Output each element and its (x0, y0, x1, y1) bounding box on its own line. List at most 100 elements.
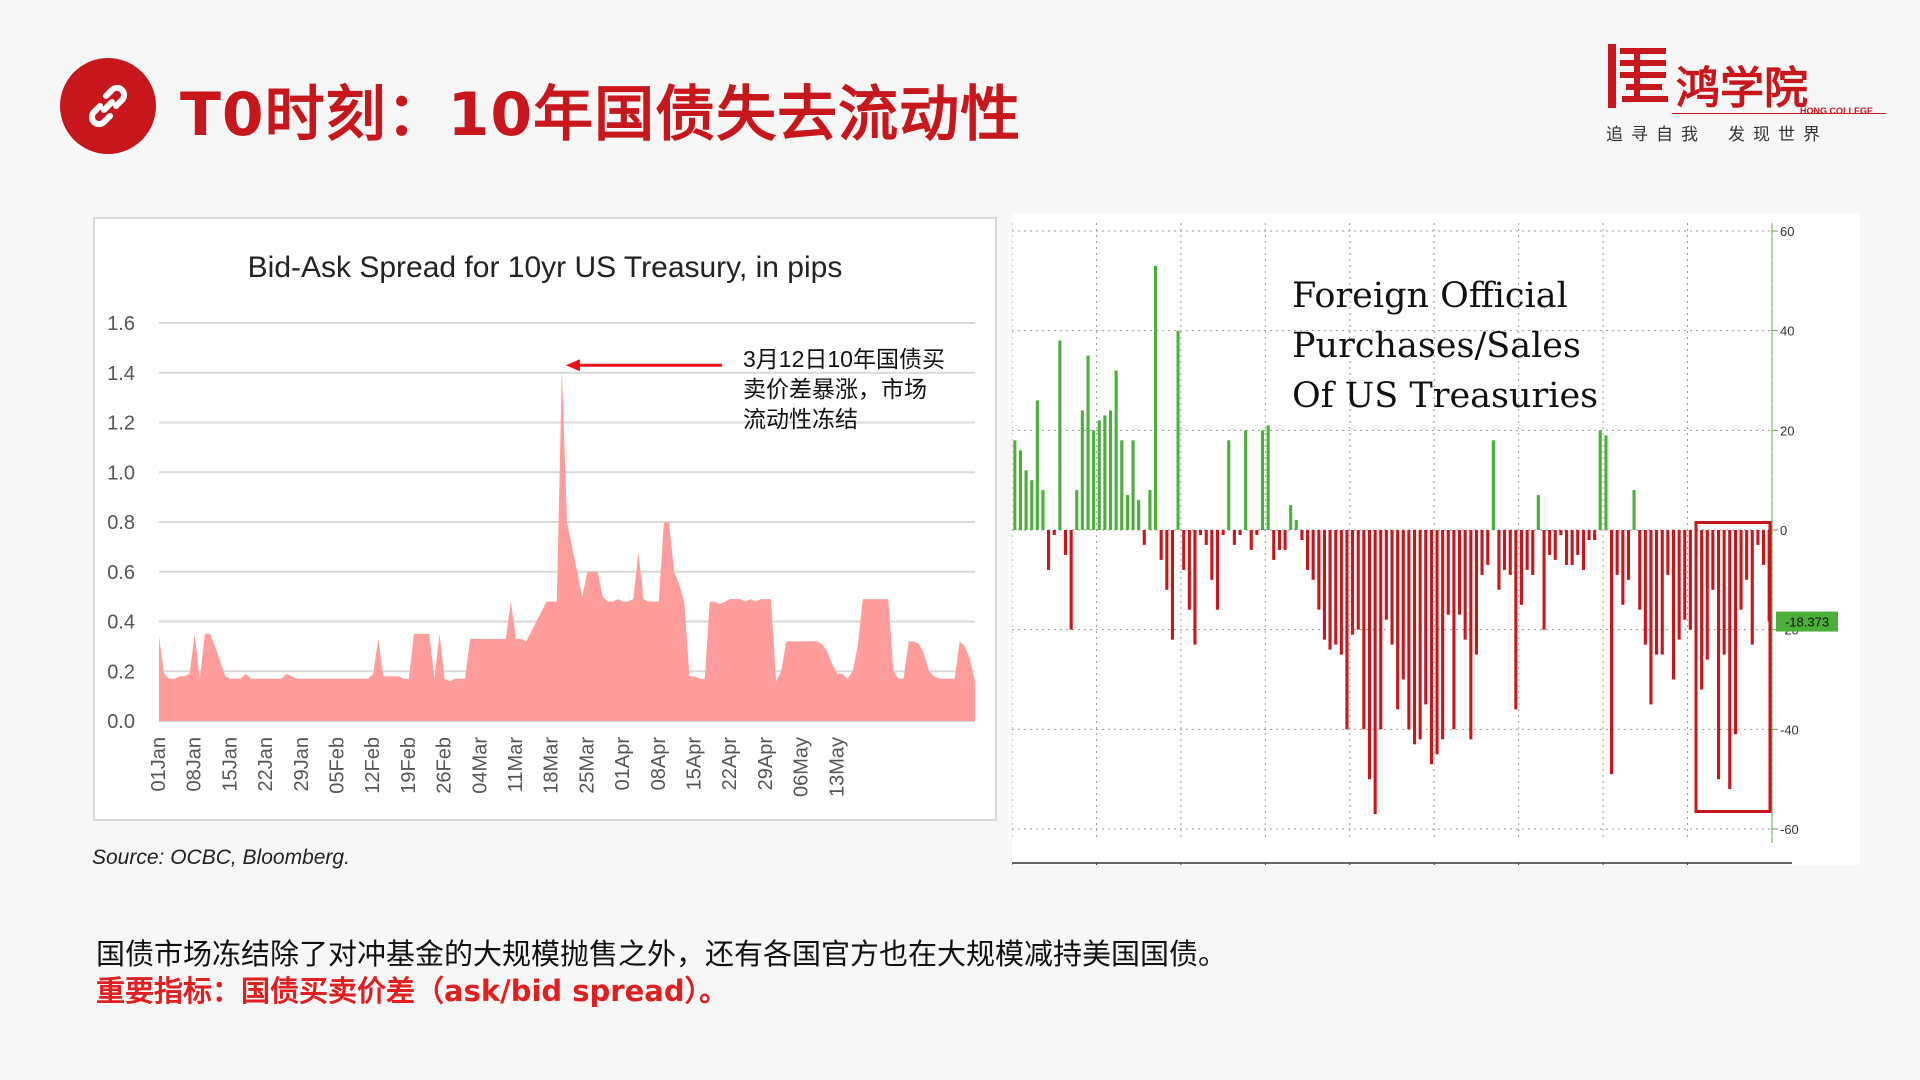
y-tick-label: -40 (1780, 722, 1799, 737)
x-tick-label: 15Apr (684, 737, 706, 791)
bar-positive (1024, 470, 1028, 530)
bar-positive (1294, 520, 1298, 530)
bar-positive (1632, 490, 1636, 530)
bar-positive (1148, 490, 1152, 530)
spread-chart-title: Bid-Ask Spread for 10yr US Treasury, in … (247, 251, 843, 284)
bar-positive (1604, 435, 1608, 530)
bar-positive (1035, 400, 1039, 530)
logo-slogan: 追寻自我 发现世界 (1606, 120, 1850, 145)
bar-negative (1069, 530, 1073, 630)
bar-positive (1092, 430, 1096, 530)
x-tick-label: 04Mar (469, 737, 491, 794)
bar-negative (1722, 530, 1726, 655)
bar-positive (1013, 440, 1017, 530)
college-logo: 鸿学院 HONG COLLEGE 追寻自我 发现世界 (1606, 40, 1886, 150)
slogan-part-2: 发现世界 (1728, 125, 1828, 144)
bar-negative (1565, 530, 1569, 565)
bar-positive (1289, 505, 1293, 530)
bar-negative (1638, 530, 1642, 610)
slogan-part-1: 追寻自我 (1606, 125, 1706, 144)
bar-positive (1131, 440, 1135, 530)
bar-positive (1137, 500, 1141, 530)
logo-english: HONG COLLEGE (1800, 106, 1874, 116)
bar-negative (1548, 530, 1552, 555)
annotation-text: 流动性冻结 (743, 406, 858, 432)
bar-negative (1480, 530, 1484, 575)
y-tick-label: 40 (1780, 324, 1794, 339)
bar-negative (1666, 530, 1670, 575)
bar-negative (1728, 530, 1732, 790)
bar-negative (1750, 530, 1754, 645)
bar-positive (1227, 440, 1231, 530)
bar-negative (1047, 530, 1051, 570)
bar-positive (1266, 425, 1270, 530)
key-indicator-text: 重要指标：国债买卖价差（ask/bid spread）。 (96, 974, 729, 1008)
chart-source: Source: OCBC, Bloomberg. (92, 846, 350, 869)
bar-positive (1103, 415, 1107, 530)
x-tick-label: 08Jan (184, 737, 206, 792)
bar-negative (1283, 530, 1287, 550)
bar-negative (1390, 530, 1394, 645)
bar-positive (1154, 265, 1158, 530)
highlight-box (1694, 521, 1772, 813)
bar-negative (1238, 530, 1242, 535)
bar-negative (1711, 530, 1715, 590)
y-tick-label: -60 (1780, 822, 1799, 837)
x-tick-label: 01Apr (612, 737, 634, 791)
bar-positive (1030, 480, 1034, 530)
bar-negative (1317, 530, 1321, 610)
bar-negative (1700, 530, 1704, 690)
x-tick-label: 08Apr (648, 737, 670, 791)
bar-negative (1232, 530, 1236, 545)
bar-negative (1311, 530, 1315, 580)
x-tick-label: 29Jan (291, 737, 313, 792)
logo-divider (1672, 113, 1886, 114)
annotation-text: 3月12日10年国债买 (743, 346, 945, 372)
bar-negative (1379, 530, 1383, 730)
spread-chart-panel: Bid-Ask Spread for 10yr US Treasury, in … (93, 217, 997, 821)
x-tick-label: 01Jan (148, 737, 170, 792)
bar-negative (1683, 530, 1687, 620)
bar-negative (1373, 530, 1377, 814)
bar-positive (1120, 440, 1124, 530)
bar-negative (1486, 530, 1490, 565)
bar-negative (1463, 530, 1467, 640)
bar-negative (1553, 530, 1557, 560)
bar-negative (1187, 530, 1191, 610)
bar-negative (1052, 530, 1056, 535)
bar-negative (1519, 530, 1523, 605)
bar-negative (1452, 530, 1456, 730)
bar-negative (1756, 530, 1760, 545)
purchases-chart: 6040200-20-40-60201120122013201420152016… (1012, 223, 1838, 865)
purchases-title-line-1: Foreign Official Purchases/Sales (1292, 276, 1581, 366)
bar-negative (1215, 530, 1219, 610)
bar-negative (1204, 530, 1208, 545)
page-title: T0时刻：10年国债失去流动性 (180, 80, 1022, 150)
bar-negative (1610, 530, 1614, 775)
bar-negative (1407, 530, 1411, 730)
spread-chart: 0.0 0.2 0.4 0.6 0.8 1.0 1.2 1.4 1.6 01Jan 08Jan 15J… (107, 313, 975, 797)
bar-positive (1244, 430, 1248, 530)
x-tick-label: 22Jan (255, 737, 277, 792)
y-tick-label: 1.6 (107, 313, 135, 335)
y-tick-label: 0.4 (107, 612, 135, 634)
bar-positive (1097, 420, 1101, 530)
bar-positive (1058, 340, 1062, 530)
bar-negative (1446, 530, 1450, 615)
y-tick-label: 0.0 (107, 711, 135, 733)
bar-positive (1114, 370, 1118, 530)
bar-positive (1598, 430, 1602, 530)
bar-negative (1328, 530, 1332, 650)
bar-negative (1581, 530, 1585, 570)
bar-negative (1587, 530, 1591, 540)
bar-negative (1334, 530, 1338, 645)
logo-name: 鸿学院 (1676, 63, 1808, 114)
x-tick-label: 15Jan (219, 737, 241, 792)
bar-negative (1739, 530, 1743, 610)
bar-negative (1671, 530, 1675, 680)
bar-negative (1745, 530, 1749, 580)
bar-negative (1351, 530, 1355, 635)
bar-negative (1503, 530, 1507, 570)
bar-negative (1733, 530, 1737, 735)
y-tick-label: 60 (1780, 224, 1794, 239)
